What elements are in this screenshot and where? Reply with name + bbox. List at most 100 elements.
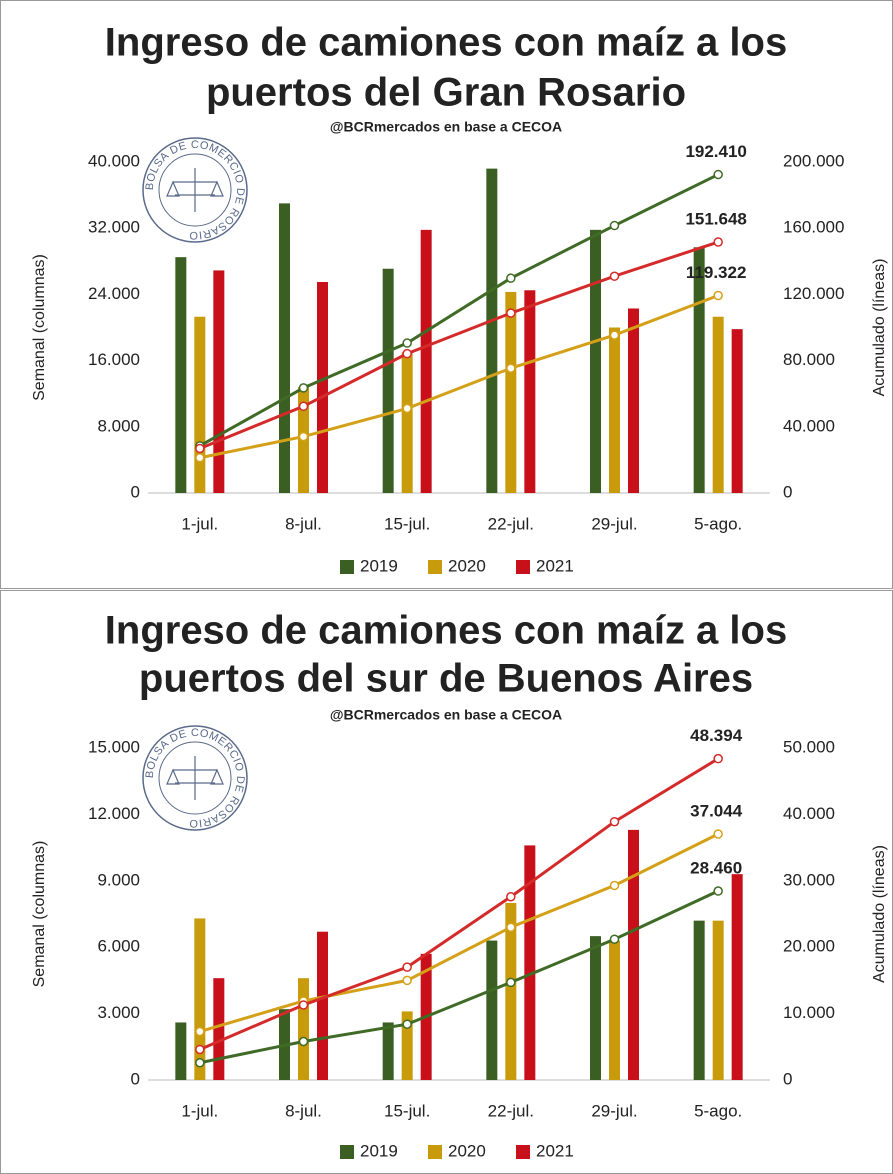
line-marker xyxy=(713,290,723,301)
legend-label: 2021 xyxy=(536,1141,574,1160)
bar xyxy=(317,931,328,1080)
x-tick-label: 15-jul. xyxy=(384,514,430,533)
value-label: 37.044 xyxy=(690,802,743,821)
bar xyxy=(712,316,724,493)
y2-axis-label: Acumulado (líneas) xyxy=(871,845,888,983)
bar xyxy=(693,920,705,1080)
legend-label: 2020 xyxy=(448,556,486,575)
y-tick-label: 32.000 xyxy=(88,218,140,237)
y-tick-label: 15.000 xyxy=(88,737,140,756)
bar xyxy=(194,918,206,1080)
line xyxy=(199,294,719,460)
legend-swatch xyxy=(516,1145,530,1159)
bar xyxy=(628,308,639,493)
line-marker xyxy=(298,431,309,442)
bar xyxy=(401,352,413,493)
line-marker xyxy=(713,886,723,896)
line-marker xyxy=(609,330,620,340)
legend-swatch xyxy=(428,560,442,574)
legend-swatch xyxy=(340,560,354,574)
bar xyxy=(505,902,517,1080)
y2-axis-label: Acumulado (líneas) xyxy=(871,259,888,397)
y2-tick-label: 40.000 xyxy=(783,416,835,435)
legend-swatch xyxy=(340,1145,354,1159)
y2-tick-label: 0 xyxy=(783,1069,792,1088)
legend-swatch xyxy=(428,1145,442,1159)
line-marker xyxy=(298,401,309,412)
legend-label: 2021 xyxy=(536,556,574,575)
value-label: 48.394 xyxy=(690,726,743,745)
x-tick-label: 22-jul. xyxy=(488,514,534,533)
logo-ring xyxy=(158,741,232,815)
line-marker xyxy=(713,829,723,839)
line-marker xyxy=(609,816,620,827)
line-marker xyxy=(506,977,516,988)
y-tick-label: 16.000 xyxy=(88,350,140,369)
line-marker xyxy=(298,1036,309,1047)
line-marker xyxy=(402,975,412,986)
y-tick-label: 8.000 xyxy=(97,416,140,435)
x-tick-label: 5-ago. xyxy=(694,1101,742,1120)
y-tick-label: 0 xyxy=(131,1069,140,1088)
bar xyxy=(298,978,309,1080)
line xyxy=(199,173,719,448)
bar xyxy=(609,327,620,493)
y2-tick-label: 80.000 xyxy=(783,350,835,369)
line-marker xyxy=(713,169,723,180)
x-tick-label: 1-jul. xyxy=(181,514,218,533)
y2-tick-label: 0 xyxy=(783,482,792,501)
chart-title: puertos del Gran Rosario xyxy=(206,71,686,115)
bar xyxy=(382,1022,394,1080)
y-tick-label: 0 xyxy=(131,482,140,501)
line-marker xyxy=(609,880,620,891)
bar xyxy=(609,940,620,1080)
bar xyxy=(194,316,206,493)
y-tick-label: 40.000 xyxy=(88,151,140,170)
y-tick-label: 24.000 xyxy=(88,284,140,303)
bar xyxy=(213,270,225,493)
bar xyxy=(317,281,328,493)
bar xyxy=(524,845,536,1080)
line-marker xyxy=(402,1019,412,1029)
line-marker xyxy=(609,271,620,281)
line-marker xyxy=(195,443,205,454)
line xyxy=(199,240,719,450)
y-axis-label: Semanal (columnas) xyxy=(31,841,48,988)
bar xyxy=(175,1022,187,1080)
bar xyxy=(279,203,290,493)
line-marker xyxy=(713,237,723,247)
legend-label: 2020 xyxy=(448,1141,486,1160)
x-tick-label: 29-jul. xyxy=(591,514,637,533)
line-marker xyxy=(506,273,516,283)
x-tick-label: 5-ago. xyxy=(694,514,742,533)
legend-label: 2019 xyxy=(360,1141,398,1160)
bar xyxy=(175,257,187,493)
y-tick-label: 3.000 xyxy=(97,1003,140,1022)
line xyxy=(199,889,719,1065)
x-tick-label: 8-jul. xyxy=(285,1101,322,1120)
y2-tick-label: 30.000 xyxy=(783,870,835,889)
line-marker xyxy=(195,1057,205,1068)
logo-emblem xyxy=(166,756,224,800)
value-label: 119.322 xyxy=(686,263,747,282)
line-marker xyxy=(195,452,205,463)
line-marker xyxy=(713,753,723,764)
bar xyxy=(712,920,724,1080)
chart-title: puertos del sur de Buenos Aires xyxy=(139,657,753,701)
value-label: 192.410 xyxy=(685,142,746,161)
x-tick-label: 22-jul. xyxy=(488,1101,534,1120)
line-marker xyxy=(506,922,516,933)
bar xyxy=(590,229,601,494)
bar xyxy=(382,268,394,493)
y2-tick-label: 10.000 xyxy=(783,1003,835,1022)
line-marker xyxy=(402,348,412,359)
line-marker xyxy=(506,363,516,373)
bar xyxy=(731,874,743,1080)
value-label: 28.460 xyxy=(690,859,742,878)
bar xyxy=(486,168,498,493)
logo-ring xyxy=(158,153,232,227)
bar xyxy=(213,978,225,1080)
line-marker xyxy=(402,403,412,414)
chart-title: Ingreso de camiones con maíz a los xyxy=(105,609,787,653)
chart-subtitle: @BCRmercados en base a CECOA xyxy=(330,119,562,135)
